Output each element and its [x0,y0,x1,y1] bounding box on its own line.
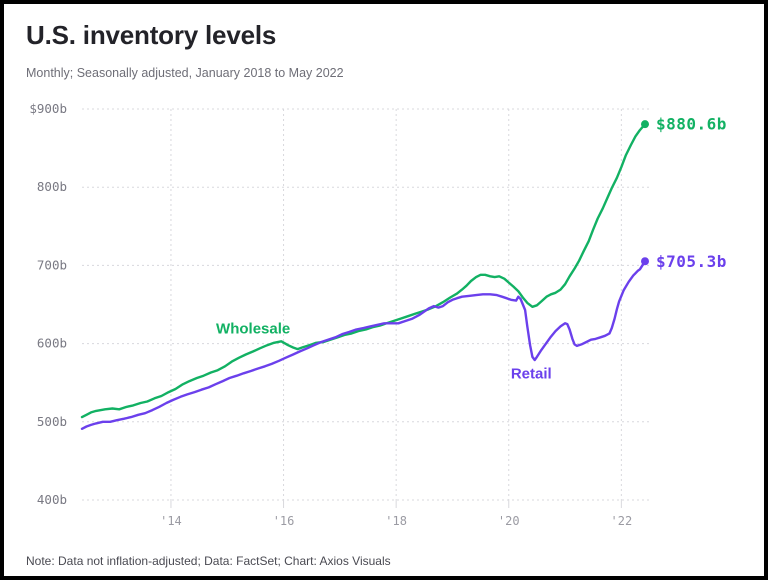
series-line-wholesale [80,122,647,419]
x-axis-tick-label: '14 [160,514,182,528]
y-axis-tick-label: 800b [37,179,67,194]
series-label-wholesale: Wholesale [216,321,290,338]
endpoint-dot-wholesale [641,120,649,129]
x-axis-tick-label: '20 [498,514,520,528]
x-axis-tick-label: '18 [385,514,407,528]
y-axis-tick-label: 600b [37,336,67,351]
x-axis-tick-label: '16 [273,514,295,528]
end-value-label-retail: $705.3b [656,252,727,271]
series-label-retail: Retail [511,365,552,382]
y-axis-tick-label: 500b [37,414,67,429]
y-axis-tick-label: 400b [37,492,67,507]
chart-note: Note: Data not inflation-adjusted; Data:… [26,554,391,568]
y-axis-tick-label: $900b [29,101,67,116]
y-axis-tick-label: 700b [37,257,67,272]
chart-subtitle: Monthly; Seasonally adjusted, January 20… [26,66,344,80]
inventory-line-chart: $900b 800b 700b 600b 500b 400b '14 '16 '18 '20 '22… [29,101,727,528]
series-line-retail [80,260,647,430]
end-value-label-wholesale: $880.6b [656,115,727,134]
chart-title: U.S. inventory levels [26,20,277,50]
endpoint-dot-retail [641,257,649,266]
x-axis-tick-label: '22 [611,514,633,528]
